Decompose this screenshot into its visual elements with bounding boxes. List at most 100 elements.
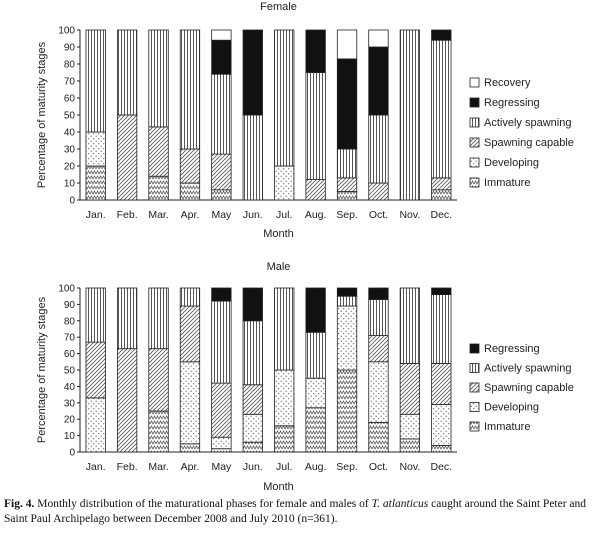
bar-segment-regressing (305, 287, 326, 333)
legend-swatch (469, 421, 480, 432)
bar-segment-developing (368, 361, 389, 423)
bar-segment-regressing (242, 29, 263, 116)
bar-segment-developing (85, 397, 106, 453)
bar-segment-developing (399, 413, 421, 440)
x-tick-label: Jun. (243, 209, 263, 221)
bar-segment-developing (242, 413, 263, 443)
x-tick-label: Nov. (399, 209, 420, 221)
bar-segment-immature (399, 438, 421, 453)
y-tick-label: 20 (64, 162, 76, 173)
bar-segment-regressing (305, 29, 326, 73)
bar-segment-actively-spawning (399, 287, 421, 364)
caption-species: T. atlanticus (371, 498, 429, 510)
bar-segment-spawning-capable (179, 148, 201, 184)
x-tick-label: Jan. (86, 209, 106, 221)
bar-segment-actively-spawning (431, 39, 452, 179)
x-tick-label: Sep. (336, 209, 358, 221)
bar-segment-spawning-capable (211, 382, 232, 438)
bar-segment-regressing (242, 287, 263, 322)
y-tick-label: 10 (64, 431, 76, 442)
bar-segment-developing (211, 436, 232, 450)
x-tick-label: Apr. (181, 461, 200, 473)
y-tick-label: 0 (69, 448, 75, 459)
legend-label: Immature (484, 421, 530, 433)
bar-segment-developing (336, 305, 358, 371)
y-tick-label: 90 (64, 300, 76, 311)
x-tick-label: Sep. (336, 461, 358, 473)
bar-segment-actively-spawning (336, 148, 358, 179)
bar-segment-actively-spawning (305, 331, 326, 379)
y-axis-label: Percentage of maturity stages (36, 296, 48, 443)
x-tick-label: Mar. (148, 461, 168, 473)
legend-label: Regressing (484, 97, 540, 109)
bar-segment-developing (85, 131, 106, 167)
y-tick-label: 0 (69, 196, 75, 207)
bar-segment-spawning-capable (242, 384, 263, 415)
legend-label: Actively spawning (484, 117, 571, 129)
bar-segment-spawning-capable (179, 305, 201, 363)
bar-segment-immature (368, 422, 389, 453)
legend-swatch (469, 343, 480, 354)
bar-segment-actively-spawning (85, 287, 106, 343)
x-tick-label: Mar. (148, 209, 168, 221)
bar-segment-spawning-capable (116, 114, 138, 201)
bar-segment-actively-spawning (116, 287, 138, 350)
x-tick-label: Apr. (181, 209, 200, 221)
caption-label: Fig. 4. (4, 498, 35, 510)
bar-segment-actively-spawning (179, 29, 201, 150)
bar-segment-immature (179, 443, 201, 453)
legend-swatch (469, 137, 480, 148)
legend-label: Spawning capable (484, 382, 574, 394)
x-tick-label: Aug. (305, 461, 327, 473)
bar-segment-spawning-capable (368, 182, 389, 201)
legend-swatch (469, 382, 480, 393)
bar-segment-actively-spawning (211, 73, 232, 155)
x-tick-label: Oct. (369, 461, 388, 473)
bar-segment-developing (431, 404, 452, 446)
bar-segment-immature (242, 441, 263, 453)
legend-swatch (469, 363, 480, 373)
bar-segment-actively-spawning (116, 29, 138, 116)
y-tick-label: 40 (64, 382, 76, 393)
bar-segment-spawning-capable (336, 177, 358, 192)
legend-swatch (469, 402, 480, 412)
bar-segment-developing (179, 361, 201, 445)
bar-segment-immature (431, 189, 452, 201)
bar-segment-actively-spawning (148, 29, 169, 128)
bar-segment-actively-spawning (211, 300, 232, 384)
legend-label: Immature (484, 177, 530, 189)
bar-segment-regressing (336, 58, 358, 150)
x-tick-label: May (211, 461, 232, 473)
x-tick-label: May (211, 209, 232, 221)
x-tick-label: Jun. (243, 461, 263, 473)
x-tick-label: Aug. (305, 209, 327, 221)
x-tick-label: Jul. (276, 209, 292, 221)
bar-segment-immature (211, 448, 232, 453)
y-tick-label: 80 (64, 316, 76, 327)
bar-segment-regressing (368, 46, 389, 116)
bar-segment-actively-spawning (274, 29, 295, 167)
bar-segment-actively-spawning (336, 295, 358, 307)
y-tick-label: 10 (64, 179, 76, 190)
bar-segment-immature (211, 189, 232, 201)
bar-segment-recovery (368, 29, 389, 48)
bar-segment-immature (305, 407, 326, 453)
x-tick-label: Dec. (430, 209, 452, 221)
bar-segment-developing (274, 165, 295, 201)
x-tick-label: Dec. (430, 461, 452, 473)
bar-segment-spawning-capable (399, 363, 421, 415)
bar-segment-regressing (368, 287, 389, 300)
x-axis-label: Month (263, 481, 294, 493)
x-tick-label: Jul. (276, 461, 292, 473)
male-chart: Male Percentage of maturity stages 0 10 20 30… (36, 261, 574, 493)
x-axis-label: Month (263, 228, 294, 240)
y-tick-label: 90 (64, 43, 76, 54)
y-tick-label: 30 (64, 398, 76, 409)
bar-segment-developing (274, 369, 295, 427)
legend-swatch (469, 177, 480, 188)
figure-caption: Fig. 4. Monthly distribution of the matu… (4, 497, 608, 527)
y-tick-label: 50 (64, 366, 76, 377)
bar-segment-spawning-capable (431, 363, 452, 405)
bar-segment-spawning-capable (211, 153, 232, 191)
y-axis-label: Percentage of maturity stages (36, 41, 48, 188)
